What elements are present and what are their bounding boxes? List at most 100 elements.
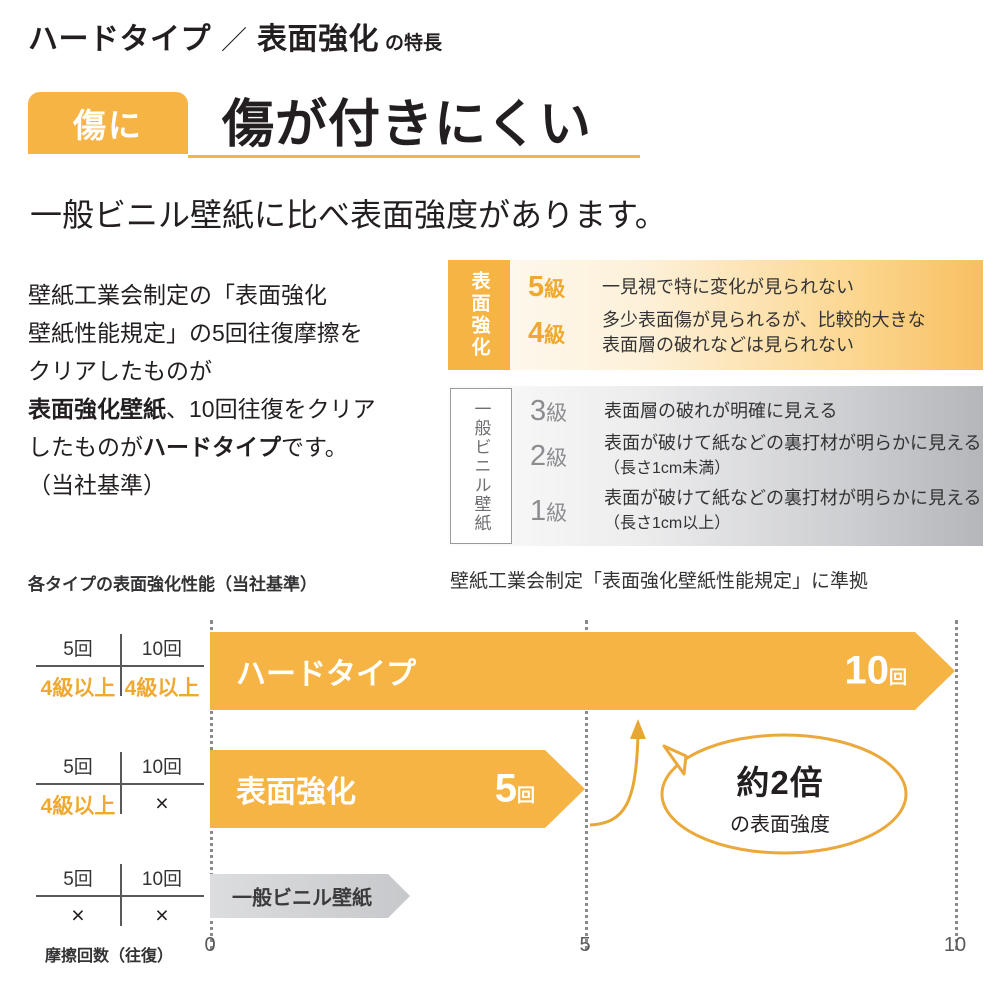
grade-description-line: （長さ1cm未満）: [604, 460, 731, 478]
feature-badge-label: 傷に: [73, 107, 143, 144]
legend-header-5: 5回: [63, 869, 93, 890]
callout-main: 約2倍: [736, 764, 824, 801]
grade-group-reinforced: 表面強化 5級 一見視で特に変化が見られない 4級 多少表面傷が見られるが、比較…: [448, 260, 983, 370]
callout-sub: の表面強度: [730, 814, 830, 836]
grade-number: 4級: [528, 317, 590, 348]
grade-number-suffix: 級: [546, 502, 568, 525]
legend-header-10: 10回: [141, 757, 183, 778]
legend-values: 4級以上 4級以上: [36, 667, 204, 702]
bar-surface-reinforced-value-unit: 回: [517, 785, 535, 806]
bar-hard-type-shape: [210, 632, 955, 710]
body-line-5: したものがハードタイプです。: [28, 428, 448, 466]
grade-group-standard-label: 一般ビニル壁紙: [471, 399, 491, 533]
grade-description: 表面が破けて紙などの裏打材が明らかに見える （長さ1cm未満）: [604, 431, 981, 481]
x-tick-0: 0: [204, 934, 216, 956]
grade-number-value: 1: [530, 495, 547, 527]
grade-number-value: 5: [528, 271, 545, 304]
grade-number: 5級: [528, 272, 590, 302]
comparison-arrow-icon: [589, 719, 646, 827]
grade-item: 5級 一見視で特に変化が見られない: [528, 272, 983, 302]
bar-standard-vinyl: 一般ビニル壁紙: [210, 874, 410, 918]
callout-text: 約2倍 の表面強度: [650, 756, 910, 837]
kicker-type-surface: 表面強化: [257, 23, 380, 56]
standard-compliance-note: 壁紙工業会制定「表面強化壁紙性能規定」に準拠: [450, 571, 869, 592]
grade-group-reinforced-tab: 表面強化: [448, 260, 510, 370]
body-line-2: 壁紙性能規定」の5回往復摩擦を: [28, 320, 363, 346]
grade-description-line: 表面が破けて紙などの裏打材が明らかに見える: [604, 433, 982, 454]
grade-description-line: 多少表面傷が見られるが、比較的大きな: [602, 309, 926, 330]
legend-value-5: 4級以上: [40, 795, 116, 818]
legend-values: 4級以上 ×: [36, 785, 204, 820]
grade-group-standard: 一般ビニル壁紙 3級 表面層の破れが明確に見える 2級 表面が破けて紙などの裏打…: [448, 386, 983, 546]
bar-hard-type-value: 10回: [845, 649, 908, 694]
bar-surface-reinforced-value-number: 5: [494, 766, 517, 811]
grade-group-reinforced-label: 表面強化: [468, 271, 490, 359]
body-line-5-post: です。: [281, 434, 348, 460]
bar-standard-vinyl-shape: [210, 874, 410, 918]
gridline-10: [955, 620, 958, 950]
bar-hard-type-value-unit: 回: [889, 667, 907, 688]
body-line-1: 壁紙工業会制定の「表面強化: [28, 282, 327, 308]
x-tick-10: 10: [943, 934, 967, 956]
legend-value-10: ×: [155, 902, 169, 928]
grade-description: 表面が破けて紙などの裏打材が明らかに見える （長さ1cm以上）: [604, 486, 981, 536]
grade-description-line: 一見視で特に変化が見られない: [602, 277, 854, 297]
grade-description: 表面層の破れが明確に見える: [604, 399, 837, 424]
kicker: ハードタイプ ／ 表面強化 の特長: [28, 14, 442, 58]
legend-hard-type: 5回 10回 4級以上 4級以上: [36, 634, 204, 702]
legend-divider: [120, 752, 122, 814]
grade-number: 3級: [530, 396, 592, 426]
grade-description: 多少表面傷が見られるが、比較的大きな 表面層の破れなどは見られない: [602, 308, 926, 358]
legend-value-10: 4級以上: [124, 677, 200, 700]
grade-number: 1級: [530, 496, 592, 526]
grade-number-value: 3: [530, 394, 547, 427]
body-line-3: クリアしたものが: [28, 358, 212, 384]
legend-divider: [120, 864, 122, 926]
grade-number-suffix: 級: [546, 401, 568, 425]
grade-number-suffix: 級: [544, 278, 566, 302]
bar-surface-reinforced-value: 5回: [495, 767, 535, 812]
kicker-type-hard: ハードタイプ: [28, 23, 211, 56]
grade-number-value: 2: [530, 440, 547, 472]
page-headline: 傷が付きにくい: [222, 96, 592, 154]
body-line-6: （当社基準）: [28, 472, 166, 498]
body-line-4: 表面強化壁紙、10回往復をクリア: [28, 390, 448, 428]
legend-divider: [120, 634, 122, 696]
grade-group-standard-tab: 一般ビニル壁紙: [450, 388, 512, 544]
bar-hard-type-label: ハードタイプ: [236, 658, 416, 691]
chart-caption: 各タイプの表面強化性能（当社基準）: [28, 575, 317, 594]
bar-hard-type-value-number: 10: [844, 648, 890, 693]
grade-description: 一見視で特に変化が見られない: [602, 275, 854, 300]
legend-value-5: ×: [71, 902, 85, 928]
body-term-surface: 表面強化壁紙: [28, 396, 166, 422]
legend-surface-reinforced: 5回 10回 4級以上 ×: [36, 752, 204, 820]
body-line-4-rest: 、10回往復をクリア: [166, 396, 376, 422]
x-tick-5: 5: [579, 934, 591, 956]
bar-surface-reinforced-label: 表面強化: [236, 776, 356, 809]
bar-standard-vinyl-label: 一般ビニル壁紙: [232, 887, 372, 910]
grade-description-line: （長さ1cm以上）: [604, 515, 731, 533]
grade-group-standard-list: 3級 表面層の破れが明確に見える 2級 表面が破けて紙などの裏打材が明らかに見え…: [512, 386, 983, 546]
bar-hard-type: ハードタイプ 10回: [210, 632, 955, 710]
comparison-callout: 約2倍 の表面強度: [650, 728, 910, 856]
callout-bubble-shape: [660, 733, 908, 855]
grade-group-reinforced-list: 5級 一見視で特に変化が見られない 4級 多少表面傷が見られるが、比較的大きな …: [510, 260, 983, 370]
legend-header-10: 10回: [141, 639, 183, 660]
legend-header-5: 5回: [63, 639, 93, 660]
legend-header-10: 10回: [141, 869, 183, 890]
bar-surface-reinforced-shape: [210, 750, 585, 828]
x-axis-label: 摩擦回数（往復）: [45, 948, 174, 965]
legend-values: × ×: [36, 897, 204, 929]
grade-item: 3級 表面層の破れが明確に見える: [530, 396, 983, 426]
legend-value-10: ×: [155, 790, 169, 816]
grade-description-line: 表面層の破れが明確に見える: [604, 400, 838, 421]
legend-header-5: 5回: [63, 757, 93, 778]
kicker-slash: ／: [221, 25, 248, 55]
grade-number-suffix: 級: [546, 447, 568, 470]
legend-standard-vinyl: 5回 10回 × ×: [36, 864, 204, 929]
performance-chart: 5回 10回 4級以上 4級以上 ハードタイプ 10回 5回 10回: [0, 612, 1000, 1000]
grade-number: 2級: [530, 441, 592, 471]
page-subheading: 一般ビニル壁紙に比べ表面強度があります。: [30, 197, 667, 233]
legend-value-5: 4級以上: [40, 677, 116, 700]
